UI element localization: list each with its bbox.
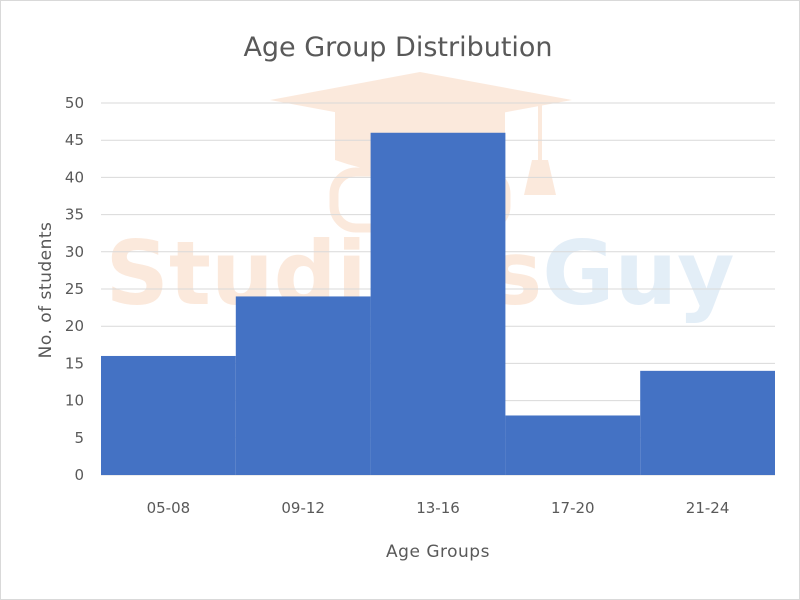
x-tick-label: 13-16 <box>416 499 460 517</box>
bar-13-16 <box>370 132 506 475</box>
y-tick-label: 10 <box>65 392 84 410</box>
x-tick-label: 17-20 <box>551 499 595 517</box>
bar-17-20 <box>505 415 641 475</box>
watermark-text-part2: Guy <box>542 222 734 325</box>
y-tick-labels: 0 5 10 15 20 25 30 35 40 45 50 <box>65 94 84 484</box>
x-tick-labels: 05-08 09-12 13-16 17-20 21-24 <box>147 499 730 517</box>
x-tick-label: 05-08 <box>147 499 191 517</box>
bar-09-12 <box>235 296 371 475</box>
y-axis-title: No. of students <box>36 222 56 359</box>
y-tick-label: 25 <box>65 280 84 298</box>
bar-21-24 <box>640 370 775 475</box>
y-tick-label: 45 <box>65 131 84 149</box>
y-tick-label: 0 <box>74 466 84 484</box>
x-axis-title: Age Groups <box>386 542 490 562</box>
x-tick-label: 09-12 <box>281 499 325 517</box>
y-tick-label: 15 <box>65 354 84 372</box>
x-tick-label: 21-24 <box>686 499 730 517</box>
bars <box>101 132 775 475</box>
chart-title: Age Group Distribution <box>243 32 552 63</box>
graduation-cap-icon <box>270 72 572 128</box>
y-tick-label: 5 <box>74 429 84 447</box>
y-tick-label: 35 <box>65 206 84 224</box>
y-tick-label: 30 <box>65 243 84 261</box>
y-tick-label: 40 <box>65 168 84 186</box>
bar-05-08 <box>101 355 236 475</box>
y-tick-label: 20 <box>65 317 84 335</box>
y-tick-label: 50 <box>65 94 84 112</box>
